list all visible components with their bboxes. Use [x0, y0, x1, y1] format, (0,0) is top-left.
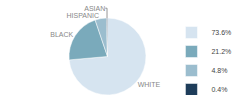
svg-text:HISPANIC: HISPANIC — [66, 12, 99, 19]
svg-text:ASIAN: ASIAN — [84, 5, 105, 12]
svg-text:4.8%: 4.8% — [211, 67, 227, 74]
svg-text:73.6%: 73.6% — [211, 29, 231, 36]
svg-text:0.4%: 0.4% — [211, 86, 227, 93]
svg-text:WHITE: WHITE — [138, 81, 161, 88]
svg-text:21.2%: 21.2% — [211, 48, 231, 55]
svg-text:BLACK: BLACK — [50, 31, 73, 38]
